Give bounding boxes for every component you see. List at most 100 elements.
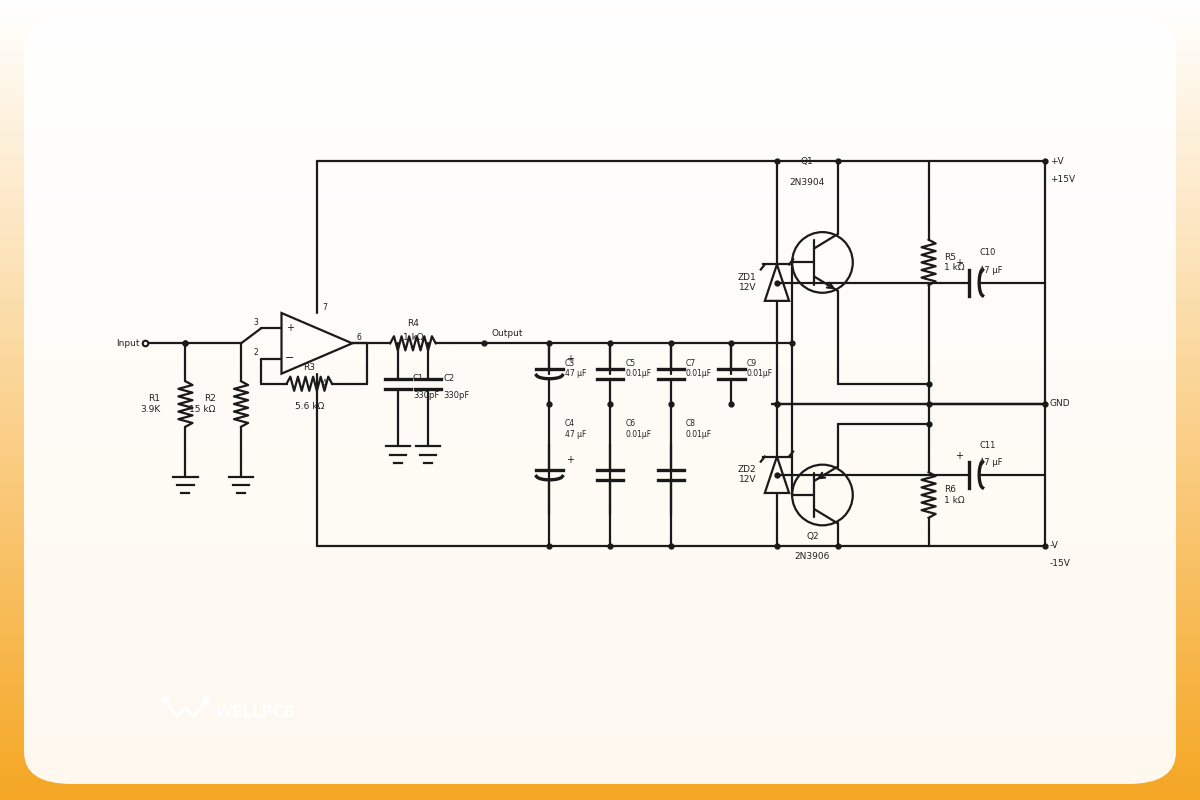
- Bar: [0, 136, 1200, 138]
- Bar: [0, 386, 1200, 390]
- Bar: [0, 778, 1200, 782]
- Bar: [0, 680, 1200, 682]
- Bar: [0, 568, 1200, 570]
- Bar: [0, 274, 1200, 278]
- Bar: [0, 72, 1200, 74]
- Bar: [0, 690, 1200, 694]
- Bar: [0, 774, 1200, 776]
- Bar: [0, 722, 1200, 726]
- Bar: [0, 78, 1200, 80]
- Bar: [0, 256, 1200, 258]
- Text: +: +: [955, 450, 962, 461]
- Bar: [0, 226, 1200, 230]
- Bar: [0, 698, 1200, 702]
- Bar: [0, 2, 1200, 6]
- Bar: [0, 736, 1200, 738]
- Bar: [0, 34, 1200, 38]
- Bar: [0, 578, 1200, 582]
- Bar: [0, 24, 1200, 26]
- Bar: [0, 336, 1200, 338]
- Bar: [0, 64, 1200, 66]
- Bar: [0, 682, 1200, 686]
- Bar: [0, 160, 1200, 162]
- Text: -15V: -15V: [1050, 559, 1070, 568]
- Bar: [0, 262, 1200, 264]
- Bar: [0, 18, 1200, 22]
- Bar: [0, 750, 1200, 752]
- Bar: [0, 118, 1200, 120]
- Bar: [0, 328, 1200, 330]
- Bar: [0, 14, 1200, 16]
- Bar: [0, 730, 1200, 734]
- Bar: [0, 536, 1200, 538]
- Bar: [0, 54, 1200, 56]
- Text: C1: C1: [413, 374, 424, 383]
- Bar: [0, 296, 1200, 298]
- Bar: [0, 330, 1200, 334]
- Bar: [0, 394, 1200, 398]
- Bar: [0, 250, 1200, 254]
- Bar: [0, 350, 1200, 352]
- Bar: [0, 258, 1200, 262]
- Bar: [0, 638, 1200, 640]
- Bar: [0, 416, 1200, 418]
- Bar: [0, 46, 1200, 48]
- Text: +: +: [565, 354, 574, 363]
- Bar: [0, 768, 1200, 770]
- Bar: [0, 278, 1200, 280]
- Bar: [0, 488, 1200, 490]
- Bar: [0, 458, 1200, 462]
- Bar: [0, 506, 1200, 510]
- Bar: [0, 342, 1200, 344]
- FancyBboxPatch shape: [24, 16, 1176, 784]
- Bar: [0, 566, 1200, 568]
- Bar: [0, 734, 1200, 736]
- Text: 2N3904: 2N3904: [790, 178, 824, 186]
- Bar: [0, 456, 1200, 458]
- Bar: [0, 154, 1200, 158]
- Bar: [0, 794, 1200, 798]
- Bar: [0, 198, 1200, 200]
- Bar: [0, 466, 1200, 470]
- Text: −: −: [284, 354, 294, 363]
- Bar: [0, 240, 1200, 242]
- Bar: [0, 30, 1200, 32]
- Bar: [0, 354, 1200, 358]
- Bar: [0, 478, 1200, 480]
- Bar: [0, 590, 1200, 592]
- Bar: [0, 582, 1200, 584]
- Bar: [0, 114, 1200, 118]
- Bar: [0, 574, 1200, 576]
- Bar: [0, 178, 1200, 182]
- Bar: [0, 86, 1200, 88]
- Bar: [0, 272, 1200, 274]
- Bar: [0, 610, 1200, 614]
- Bar: [0, 382, 1200, 384]
- Text: +: +: [565, 454, 574, 465]
- Bar: [0, 390, 1200, 392]
- Text: 5.6 kΩ: 5.6 kΩ: [295, 402, 324, 411]
- Bar: [0, 602, 1200, 606]
- Text: C9
0.01μF: C9 0.01μF: [746, 358, 773, 378]
- Text: 3: 3: [253, 318, 259, 327]
- Text: Input: Input: [116, 339, 140, 348]
- Bar: [0, 594, 1200, 598]
- Text: C3
47 μF: C3 47 μF: [565, 358, 586, 378]
- Bar: [0, 248, 1200, 250]
- Text: -V: -V: [1050, 541, 1058, 550]
- Bar: [0, 150, 1200, 152]
- Bar: [0, 422, 1200, 424]
- Text: +15V: +15V: [1050, 175, 1075, 184]
- Text: R6
1 kΩ: R6 1 kΩ: [943, 486, 965, 505]
- Bar: [0, 686, 1200, 688]
- Bar: [0, 410, 1200, 414]
- Bar: [0, 656, 1200, 658]
- Text: WELLPCB: WELLPCB: [216, 705, 296, 720]
- Bar: [0, 206, 1200, 208]
- Bar: [0, 448, 1200, 450]
- Bar: [0, 190, 1200, 192]
- Bar: [0, 584, 1200, 586]
- Bar: [0, 784, 1200, 786]
- Text: C4
47 μF: C4 47 μF: [565, 419, 586, 438]
- Bar: [0, 186, 1200, 190]
